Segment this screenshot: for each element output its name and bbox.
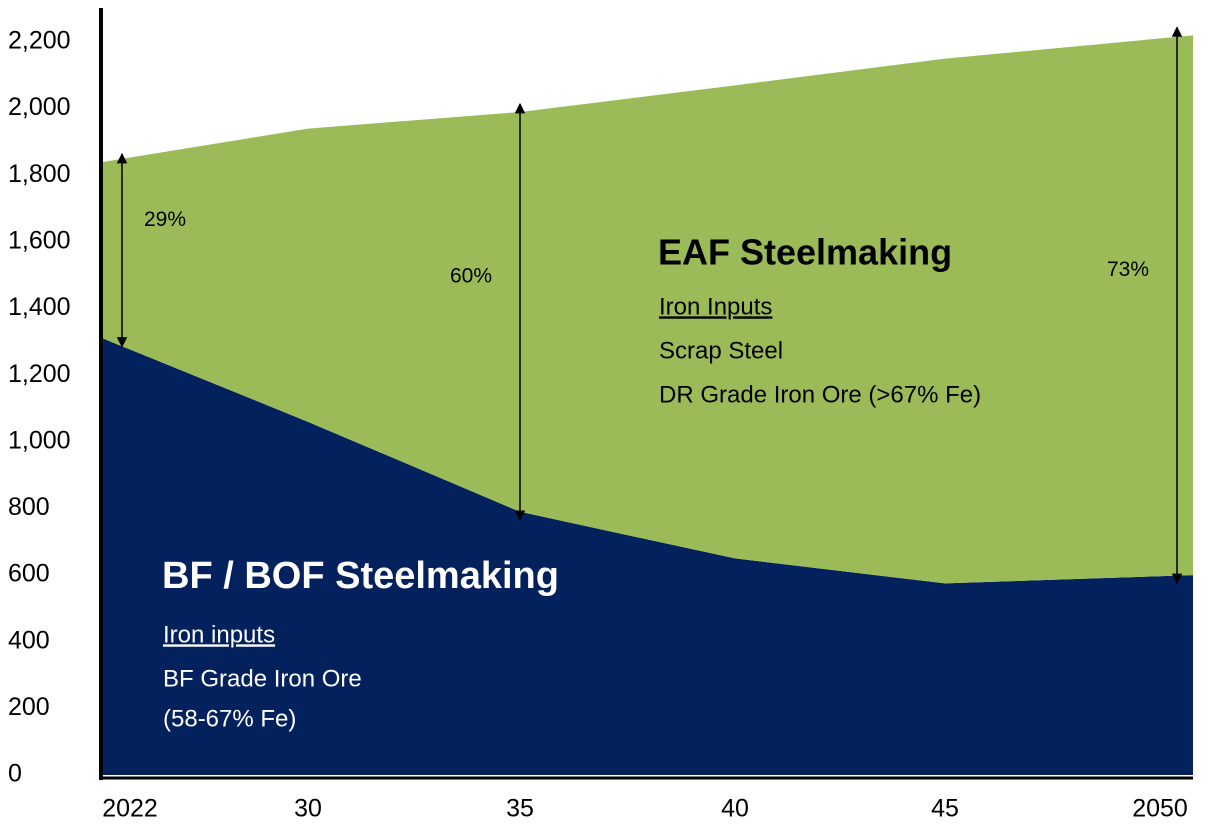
y-tick-label: 1,200 (8, 360, 71, 388)
series-label: EAF Steelmaking (658, 232, 952, 273)
x-tick-label: 35 (506, 795, 534, 823)
series-note: BF Grade Iron Ore (163, 665, 362, 692)
y-tick-label: 400 (8, 626, 50, 654)
y-tick-label: 800 (8, 493, 50, 521)
series-note: Scrap Steel (659, 337, 783, 364)
y-tick-label: 1,800 (8, 160, 71, 188)
area (103, 35, 1193, 584)
share-label: 73% (1107, 258, 1149, 281)
x-tick-label: 45 (931, 795, 959, 823)
series-label: BF / BOF Steelmaking (162, 555, 559, 597)
x-tick-label: 30 (294, 795, 322, 823)
share-label: 60% (450, 264, 492, 287)
x-tick-label: 40 (721, 795, 749, 823)
y-tick-label: 1,600 (8, 227, 71, 255)
x-tick-label: 2022 (102, 795, 158, 823)
y-tick-label: 0 (8, 760, 22, 788)
series-note: Iron Inputs (659, 293, 772, 320)
x-tick-label: 2050 (1132, 795, 1188, 823)
y-tick-label: 1,000 (8, 426, 71, 454)
y-tick-label: 1,400 (8, 293, 71, 321)
area (103, 338, 1193, 775)
series-note: (58-67% Fe) (163, 705, 296, 732)
share-label: 29% (144, 208, 186, 231)
y-tick-label: 200 (8, 693, 50, 721)
series-note: Iron inputs (163, 621, 275, 648)
y-tick-label: 2,000 (8, 93, 71, 121)
y-tick-label: 600 (8, 560, 50, 588)
y-tick-label: 2,200 (8, 27, 71, 55)
series-note: DR Grade Iron Ore (>67% Fe) (659, 381, 981, 408)
